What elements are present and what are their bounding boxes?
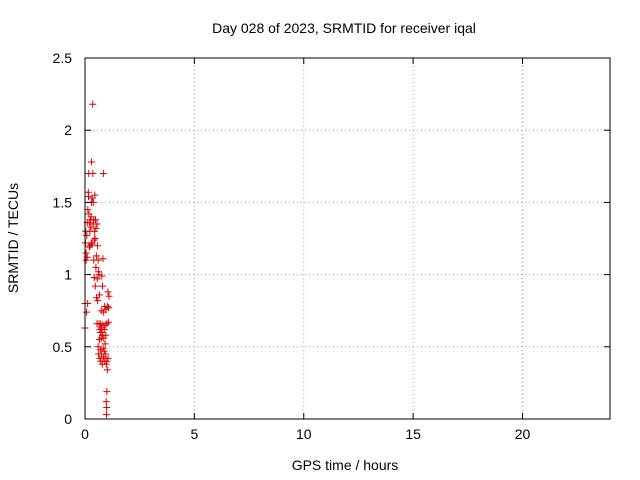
data-point (100, 353, 108, 361)
data-point (95, 271, 103, 279)
data-point (96, 354, 104, 362)
x-axis-label: GPS time / hours (292, 457, 399, 473)
data-point (104, 288, 112, 296)
data-point (102, 411, 110, 419)
data-point (93, 220, 101, 228)
data-point (93, 294, 101, 302)
data-point (99, 255, 107, 263)
data-point (99, 170, 107, 178)
data-point (105, 292, 113, 300)
data-point (99, 344, 107, 352)
y-tick-label: 2 (64, 122, 72, 138)
data-point (90, 273, 98, 281)
data-point (88, 158, 96, 166)
data-point (104, 302, 112, 310)
x-tick-label: 20 (515, 426, 531, 442)
data-point (104, 318, 112, 326)
data-point (89, 100, 97, 108)
data-point (85, 219, 93, 227)
data-point (91, 282, 99, 290)
data-point (92, 252, 100, 260)
data-point (95, 336, 103, 344)
data-point (94, 256, 102, 264)
data-point (89, 170, 97, 178)
y-tick-label: 1.5 (53, 194, 73, 210)
data-point (101, 350, 109, 358)
y-tick-label: 0.5 (53, 339, 73, 355)
y-tick-label: 2.5 (53, 50, 73, 66)
data-point (103, 366, 111, 374)
data-point (87, 240, 95, 248)
data-point (102, 331, 110, 339)
data-point (102, 360, 110, 368)
gridlines (85, 58, 610, 419)
x-tick-label: 5 (190, 426, 198, 442)
y-tick-label: 0 (64, 411, 72, 427)
data-point (83, 308, 91, 316)
data-point (95, 291, 103, 299)
data-point (102, 305, 110, 313)
data-point (99, 282, 106, 290)
x-tick-label: 15 (405, 426, 421, 442)
data-point (103, 403, 111, 411)
data-point (92, 224, 100, 232)
data-point (98, 272, 106, 280)
data-point (96, 346, 104, 354)
data-point (101, 321, 109, 329)
data-point (92, 216, 99, 224)
data-point (100, 325, 108, 333)
data-point (101, 340, 109, 348)
data-point (82, 249, 90, 257)
data-point (104, 354, 112, 362)
data-point (83, 232, 91, 240)
chart-title: Day 028 of 2023, SRMTID for receiver iqa… (212, 20, 476, 36)
data-point (85, 193, 92, 201)
data-point (94, 297, 102, 305)
data-point (90, 236, 98, 244)
y-axis-label: SRMTID / TECUs (5, 183, 21, 293)
axis-ticks: 0 5 10 15 20 0 0.5 1 1.5 2 2.5 (53, 50, 610, 442)
plot-frame (84, 57, 611, 420)
data-point (97, 324, 105, 332)
x-tick-label: 0 (81, 426, 89, 442)
data-point (91, 227, 99, 235)
data-point (103, 388, 111, 396)
data-point (91, 191, 99, 199)
data-point (82, 256, 90, 264)
data-point (100, 347, 108, 355)
data-point (93, 242, 101, 250)
data-point (103, 320, 111, 328)
data-point (92, 263, 100, 271)
x-tick-label: 10 (296, 426, 312, 442)
data-point (93, 275, 101, 283)
y-tick-label: 1 (64, 267, 72, 283)
data-points (81, 100, 113, 419)
data-point (105, 304, 113, 312)
data-point (84, 206, 92, 214)
data-point (103, 357, 111, 365)
data-point (91, 235, 99, 242)
